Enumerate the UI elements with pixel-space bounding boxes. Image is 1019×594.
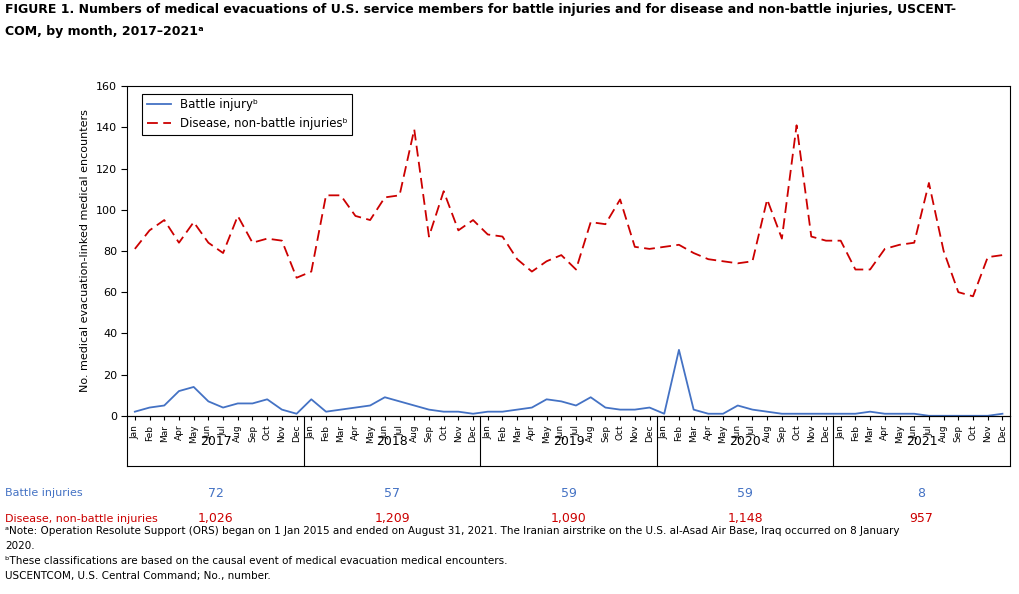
Text: 2018: 2018	[376, 435, 408, 447]
Text: FIGURE 1. Numbers of medical evacuations of U.S. service members for battle inju: FIGURE 1. Numbers of medical evacuations…	[5, 3, 955, 16]
Text: Battle injuries: Battle injuries	[5, 488, 83, 498]
Text: 1,148: 1,148	[727, 512, 762, 525]
Text: 2017: 2017	[200, 435, 231, 447]
Text: 72: 72	[208, 486, 223, 500]
Text: USCENTCOM, U.S. Central Command; No., number.: USCENTCOM, U.S. Central Command; No., nu…	[5, 571, 271, 581]
Text: ᵇThese classifications are based on the causal event of medical evacuation medic: ᵇThese classifications are based on the …	[5, 556, 507, 566]
Text: Disease, non-battle injuries: Disease, non-battle injuries	[5, 514, 158, 523]
Y-axis label: No. medical evacuation-linked medical encounters: No. medical evacuation-linked medical en…	[81, 109, 91, 393]
Text: 1,090: 1,090	[550, 512, 586, 525]
Text: 59: 59	[737, 486, 752, 500]
Text: 2020.: 2020.	[5, 541, 35, 551]
Text: 2020: 2020	[729, 435, 760, 447]
Text: 59: 59	[560, 486, 576, 500]
Text: 957: 957	[909, 512, 932, 525]
Text: 1,209: 1,209	[374, 512, 410, 525]
Text: 8: 8	[917, 486, 924, 500]
Text: ᵃNote: Operation Resolute Support (ORS) began on 1 Jan 2015 and ended on August : ᵃNote: Operation Resolute Support (ORS) …	[5, 526, 899, 536]
Text: 2019: 2019	[552, 435, 584, 447]
Text: 1,026: 1,026	[198, 512, 233, 525]
Text: COM, by month, 2017–2021ᵃ: COM, by month, 2017–2021ᵃ	[5, 25, 204, 38]
Text: 2021: 2021	[905, 435, 936, 447]
Text: 57: 57	[384, 486, 399, 500]
Legend: Battle injuryᵇ, Disease, non-battle injuriesᵇ: Battle injuryᵇ, Disease, non-battle inju…	[142, 94, 352, 135]
